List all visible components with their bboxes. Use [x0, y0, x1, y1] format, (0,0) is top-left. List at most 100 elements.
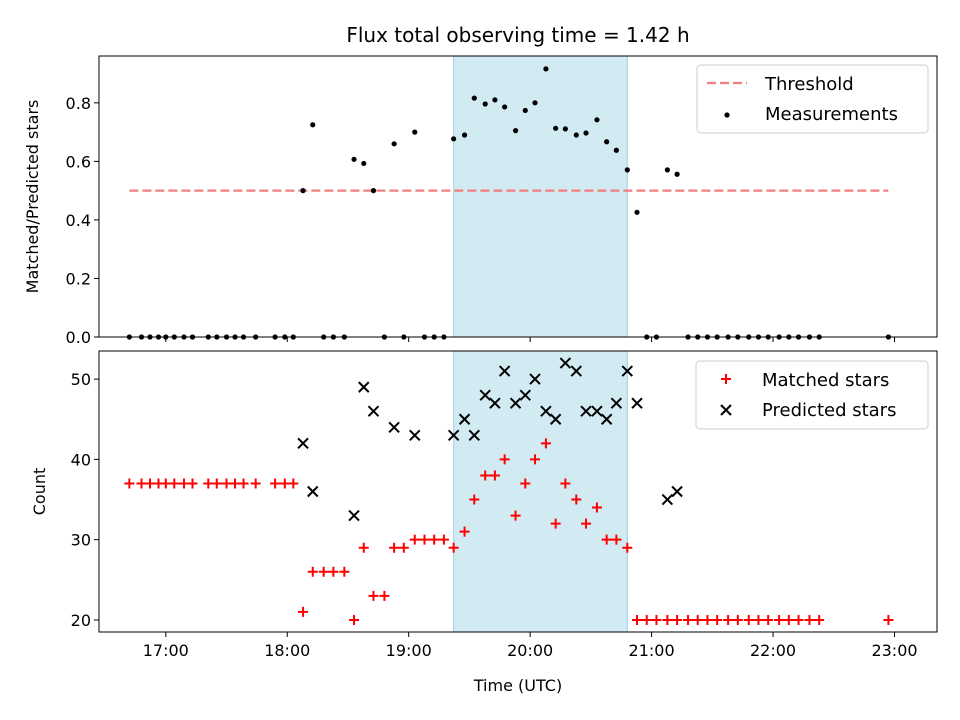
x-tick-label: 18:00: [264, 641, 310, 660]
predicted-star-point: [489, 397, 501, 409]
matched-star-point: [448, 542, 459, 553]
y-tick-label: 0.6: [66, 152, 91, 171]
predicted-star-point: [367, 405, 380, 417]
matched-star-point: [203, 478, 214, 489]
measurement-point: [543, 66, 549, 72]
legend-matched-swatch: [721, 374, 731, 384]
measurement-point: [613, 147, 619, 153]
matched-star-point: [520, 478, 531, 489]
x-tick-label: 22:00: [750, 641, 796, 660]
matched-star-point: [288, 478, 299, 489]
plot-frame: [98, 55, 938, 338]
predicted-star-point: [570, 365, 583, 377]
matched-star-point: [774, 614, 785, 625]
matched-star-point: [459, 526, 470, 537]
matched-star-point: [743, 614, 754, 625]
measurement-point: [604, 139, 610, 145]
measurement-point: [471, 95, 477, 101]
predicted-star-point: [479, 389, 491, 401]
matched-star-point: [250, 478, 261, 489]
predicted-star-point: [307, 485, 319, 498]
matched-star-point: [179, 478, 190, 489]
predicted-star-point: [388, 421, 400, 433]
measurement-point: [351, 156, 357, 162]
matched-star-point: [510, 510, 521, 521]
matched-star-point: [622, 542, 633, 553]
measurement-point: [391, 141, 397, 147]
observing-band: [453, 56, 628, 337]
legend-box: [696, 64, 929, 134]
matched-star-point: [279, 478, 290, 489]
matched-star-point: [763, 614, 774, 625]
predicted-star-point: [409, 429, 421, 442]
predicted-star-point: [529, 373, 541, 385]
x-axis-label: Time (UTC): [473, 676, 562, 695]
observing-band: [453, 351, 628, 632]
matched-star-point: [591, 502, 602, 513]
legend-matched-label: Matched stars: [762, 370, 889, 391]
legend-measurement-label: Measurements: [765, 104, 898, 125]
matched-star-point: [389, 542, 400, 553]
y-tick-label: 40: [71, 450, 91, 469]
matched-star-point: [419, 534, 430, 545]
matched-star-point: [550, 518, 561, 529]
matched-star-point: [712, 614, 723, 625]
predicted-star-point: [671, 485, 683, 498]
top-panel: 0.0 0.2 0.4 0.6 0.8 Matched/Predicted stars Th…: [23, 55, 938, 347]
matched-star-point: [793, 614, 804, 625]
measurement-point: [583, 130, 589, 136]
predicted-star-point: [610, 397, 623, 409]
matched-star-point: [211, 478, 222, 489]
measurement-point: [624, 167, 630, 173]
matched-star-point: [187, 478, 198, 489]
plot-frame: [98, 350, 938, 633]
matched-star-point: [169, 478, 180, 489]
measurement-point: [594, 117, 600, 123]
predicted-star-point: [498, 365, 511, 377]
predicted-star-point: [468, 429, 480, 442]
matched-star-point: [368, 590, 379, 601]
matched-star-point: [480, 470, 491, 481]
matched-star-point: [571, 494, 582, 505]
predicted-star-point: [631, 397, 643, 409]
legend-measurement-swatch: [724, 112, 730, 118]
predicted-star-point: [661, 493, 674, 506]
matched-star-point: [136, 478, 147, 489]
predicted-star-point: [458, 413, 471, 425]
measurement-point: [522, 107, 528, 114]
matched-star-point: [692, 614, 703, 625]
matched-star-point: [883, 614, 894, 625]
matched-star-point: [409, 534, 420, 545]
matched-star-point: [723, 614, 734, 625]
matched-star-point: [238, 478, 249, 489]
measurement-point: [502, 104, 508, 110]
y-tick-label: 0.8: [66, 94, 91, 113]
matched-star-point: [438, 534, 449, 545]
matched-star-point: [672, 614, 683, 625]
matched-star-point: [651, 614, 662, 625]
legend: Threshold Measurements: [696, 64, 929, 134]
matched-star-point: [783, 614, 794, 625]
legend-predicted-label: Predicted stars: [762, 400, 896, 421]
matched-star-point: [814, 614, 825, 625]
measurement-point: [674, 171, 680, 177]
predicted-star-point: [297, 437, 309, 450]
matched-star-point: [499, 454, 510, 465]
matched-star-point: [641, 614, 652, 625]
y-tick-label: 0.4: [66, 211, 91, 230]
matched-star-point: [349, 614, 360, 625]
matched-star-point: [601, 534, 612, 545]
y-tick-label: 0.0: [66, 328, 91, 347]
predicted-star-point: [509, 397, 522, 409]
matched-star-point: [732, 614, 743, 625]
predicted-star-point: [600, 413, 613, 425]
measurement-point: [532, 100, 538, 106]
measurement-point: [451, 136, 457, 142]
predicted-star-point: [519, 389, 531, 401]
matched-star-point: [581, 518, 592, 529]
measurement-point: [300, 188, 306, 194]
measurement-point: [361, 160, 367, 167]
y-axis-label: Matched/Predicted stars: [23, 100, 42, 294]
matched-star-point: [379, 590, 390, 601]
